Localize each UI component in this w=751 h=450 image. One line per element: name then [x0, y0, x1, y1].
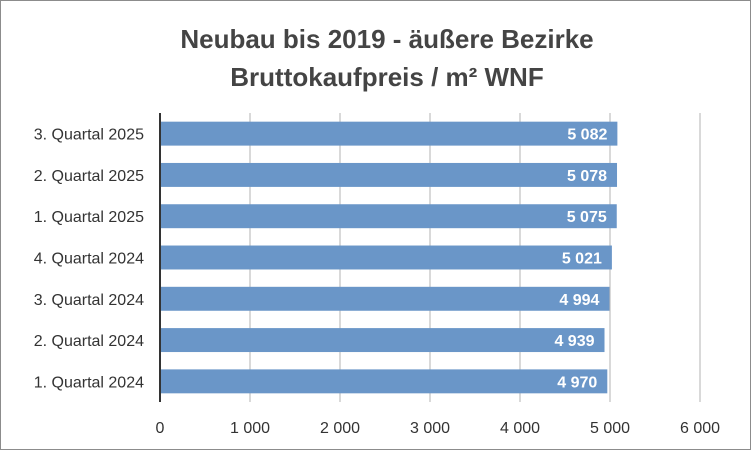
data-label: 5 082 — [567, 127, 607, 144]
category-label: 3. Quartal 2025 — [34, 127, 144, 144]
category-label: 2. Quartal 2025 — [34, 168, 144, 185]
data-label: 5 075 — [567, 209, 607, 226]
category-label: 1. Quartal 2024 — [34, 374, 144, 391]
data-label: 4 994 — [559, 292, 599, 309]
bars — [160, 121, 618, 394]
bar — [160, 369, 608, 394]
x-tick-label: 3 000 — [410, 420, 450, 437]
x-tick-label: 0 — [156, 420, 165, 437]
bar — [160, 245, 612, 270]
data-label: 5 021 — [562, 251, 602, 268]
bar — [160, 121, 618, 146]
x-tick-label: 1 000 — [230, 420, 270, 437]
chart-title-line-2: Bruttokaufpreis / m² WNF — [230, 62, 543, 92]
x-tick-label: 4 000 — [500, 420, 540, 437]
x-tick-label: 5 000 — [590, 420, 630, 437]
data-label: 5 078 — [567, 168, 607, 185]
category-label: 2. Quartal 2024 — [34, 333, 144, 350]
x-tick-label: 6 000 — [680, 420, 720, 437]
labels: 0 1 000 2 000 3 000 4 000 5 000 6 000 3. Quarta… — [34, 127, 720, 437]
data-label: 4 939 — [554, 333, 594, 350]
bar — [160, 328, 605, 353]
category-label: 4. Quartal 2024 — [34, 251, 144, 268]
bar — [160, 286, 610, 311]
x-tick-label: 2 000 — [320, 420, 360, 437]
chart-title-line-1: Neubau bis 2019 - äußere Bezirke — [180, 24, 593, 54]
category-label: 3. Quartal 2024 — [34, 292, 144, 309]
data-label: 4 970 — [557, 374, 597, 391]
bar — [160, 162, 618, 187]
bar — [160, 204, 617, 229]
category-label: 1. Quartal 2025 — [34, 209, 144, 226]
